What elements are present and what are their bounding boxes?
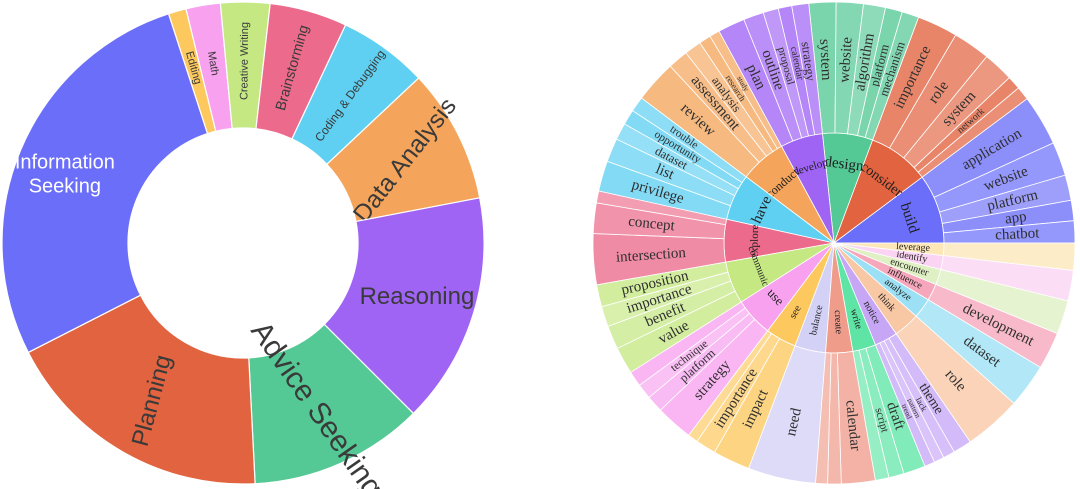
- sunburst-inner-label: design: [824, 154, 865, 175]
- sunburst-leaf-blank: [688, 330, 773, 442]
- donut-wedge: [1, 13, 209, 354]
- sunburst-leaf-blank: [935, 268, 1069, 335]
- sunburst-outer-wedge: [874, 342, 935, 467]
- sunburst-outer-label: chatbot: [995, 225, 1041, 243]
- sunburst-outer-label: intersection: [615, 245, 686, 266]
- sunburst-outer-wedge: [864, 11, 920, 141]
- sunburst-leaf-blank: [852, 349, 890, 481]
- sunburst-node-communicate: communicatevaluebenefitimportanceproposi…: [596, 242, 835, 373]
- sunburst-leaf-website: website: [834, 1, 865, 135]
- sunburst-outer-wedge: [915, 299, 1042, 404]
- sunburst-outer-wedge: [595, 190, 728, 226]
- sunburst-outer-wedge: [935, 268, 1069, 335]
- sunburst-outer-label: concept: [627, 214, 676, 235]
- sunburst-outer-wedge: [852, 349, 890, 481]
- donut-slice-planning: Planning: [27, 294, 256, 485]
- sunburst-outer-wedge: [927, 283, 1058, 368]
- sunburst-outer-label: list: [653, 161, 677, 183]
- sunburst-outer-wedge: [632, 97, 747, 184]
- sunburst-outer-label: system: [816, 39, 834, 82]
- donut-wedge: [27, 294, 256, 485]
- sunburst-leaf-concept: concept: [592, 202, 727, 240]
- donut-chart: Editing Math Creative Writing Brainstorming…: [1, 1, 485, 489]
- sunburst-leaf-intersection: intersection: [592, 233, 727, 286]
- sunburst-leaf-blank: [917, 87, 1028, 178]
- sunburst-leaf-calendar: calendar: [836, 350, 876, 485]
- donut-slice-information-seeking: Information Seeking: [1, 13, 209, 354]
- sunburst-chart: buildapplicationwebsiteplatformappchatbo…: [592, 1, 1076, 485]
- sunburst-leaf-need: need: [748, 345, 827, 484]
- sunburst-node-build: buildapplicationwebsiteplatformappchatbo…: [832, 98, 1076, 244]
- sunburst-hub: [832, 241, 836, 245]
- sunburst-inner-label: leverage: [896, 241, 931, 254]
- sunburst-node-leverage: leverage: [833, 241, 1076, 271]
- donut-label: Information Seeking: [15, 151, 115, 197]
- sunburst-leaf-blank: [630, 301, 746, 386]
- sunburst-outer-wedge: [917, 87, 1028, 178]
- sunburst-outer-wedge: [688, 330, 773, 442]
- sunburst-leaf-strategy: strategy: [791, 2, 823, 136]
- sunburst-leaf-chatbot: chatbot: [943, 220, 1076, 244]
- sunburst-inner-label: create: [832, 310, 844, 335]
- sunburst-node-have: haveprivilegelistdatasetopportunitytroub…: [598, 97, 835, 244]
- sunburst-node-create: create calendar: [815, 242, 876, 485]
- donut-label: Creative Writing: [238, 22, 251, 100]
- sunburst-outer-wedge: [748, 345, 827, 484]
- sunburst-outer-label: website: [837, 36, 856, 83]
- sunburst-leaf-role: role: [895, 315, 1015, 443]
- donut-wedge: [323, 197, 485, 415]
- sunburst-outer-wedge: [791, 2, 823, 136]
- sunburst-outer-label: need: [783, 406, 805, 438]
- sunburst-outer-label: strategy: [799, 41, 819, 83]
- sunburst-leaf-importance: importance: [872, 16, 957, 149]
- donut-label: Math: [205, 50, 221, 76]
- sunburst-outer-wedge: [596, 261, 729, 308]
- sunburst-outer-label: app: [1004, 209, 1028, 228]
- sunburst-outer-label: calendar: [842, 399, 863, 451]
- sunburst-outer-wedge: [709, 30, 783, 150]
- sunburst-leaf-blank: [595, 190, 728, 226]
- sunburst-outer-wedge: [815, 352, 832, 485]
- sunburst-outer-wedge: [895, 315, 1015, 443]
- sunburst-outer-wedge: [942, 242, 1076, 271]
- sunburst-node-conduct: conductreviewassessmentanalysisresearchs…: [640, 30, 835, 244]
- sunburst-leaf-plan: plan: [718, 18, 794, 147]
- sunburst-leaf-blank: [942, 242, 1076, 271]
- sunburst-inner-label: explore: [748, 224, 761, 258]
- sunburst-leaf-blank: [815, 352, 832, 485]
- donut-slice-reasoning: Reasoning: [323, 197, 485, 415]
- sunburst-outer-wedge: [630, 301, 746, 386]
- donut-label: Reasoning: [360, 283, 475, 310]
- sunburst-node-develop: developplanoutlineproposalcalendarstrate…: [718, 2, 835, 244]
